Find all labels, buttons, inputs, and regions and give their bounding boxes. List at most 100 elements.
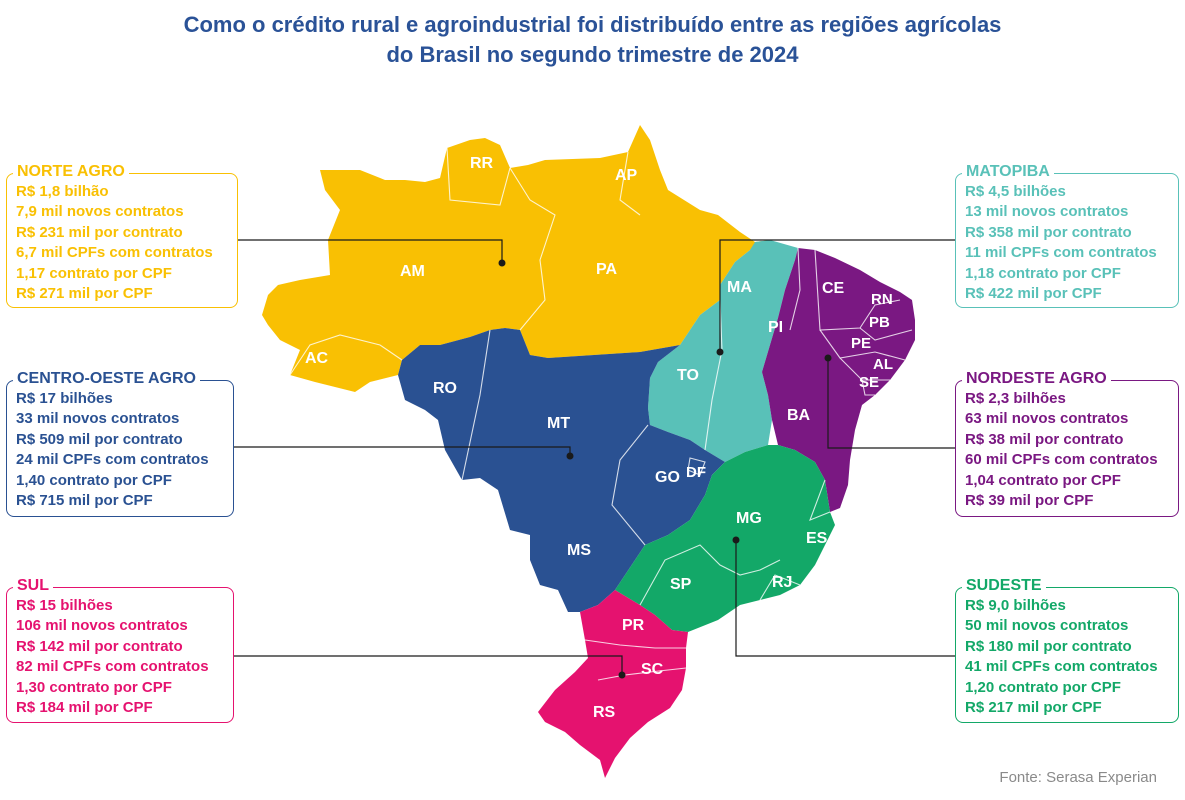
sul-contracts-per-cpf: 1,30 contrato por CPF bbox=[16, 678, 172, 696]
state-label-rj: RJ bbox=[772, 574, 792, 591]
state-label-se: SE bbox=[859, 374, 879, 391]
state-label-ap: AP bbox=[615, 167, 638, 184]
centro-oeste-per-contract: R$ 509 mil por contrato bbox=[16, 430, 183, 448]
state-label-pr: PR bbox=[622, 617, 645, 634]
sul-contracts: 106 mil novos contratos bbox=[16, 617, 188, 635]
dot-norte bbox=[498, 259, 506, 267]
state-label-ms: MS bbox=[567, 542, 591, 559]
sudeste-contracts-per-cpf: 1,20 contrato por CPF bbox=[965, 678, 1121, 696]
dot-matopiba bbox=[716, 348, 724, 356]
norte-per-contract: R$ 231 mil por contrato bbox=[16, 223, 183, 241]
centro-oeste-info-box: CENTRO-OESTE AGRO R$ 17 bilhões 33 mil n… bbox=[6, 368, 234, 517]
matopiba-title: MATOPIBA bbox=[962, 161, 1054, 183]
dot-sul bbox=[618, 671, 626, 679]
state-label-rs: RS bbox=[593, 704, 616, 721]
sul-per-contract: R$ 142 mil por contrato bbox=[16, 637, 183, 655]
sudeste-cpfs: 41 mil CPFs com contratos bbox=[965, 658, 1158, 676]
matopiba-per-contract: R$ 358 mil por contrato bbox=[965, 223, 1132, 241]
state-label-es: ES bbox=[806, 530, 828, 547]
title-line-2: do Brasil no segundo trimestre de 2024 bbox=[386, 42, 799, 67]
leader-norte bbox=[238, 239, 503, 263]
state-label-ro: RO bbox=[433, 380, 457, 397]
leader-matopiba bbox=[719, 239, 955, 352]
centro-oeste-contracts: 33 mil novos contratos bbox=[16, 410, 180, 428]
state-borders bbox=[289, 147, 913, 681]
matopiba-per-cpf: R$ 422 mil por CPF bbox=[965, 285, 1102, 303]
centro-oeste-cpfs: 24 mil CPFs com contratos bbox=[16, 451, 209, 469]
region-centro-oeste bbox=[398, 328, 725, 612]
region-nordeste bbox=[762, 248, 915, 512]
state-label-mg: MG bbox=[736, 510, 762, 527]
nordeste-cpfs: 60 mil CPFs com contratos bbox=[965, 451, 1158, 469]
state-label-df: DF bbox=[686, 464, 706, 481]
matopiba-value: R$ 4,5 bilhões bbox=[965, 183, 1066, 200]
norte-per-cpf: R$ 271 mil por CPF bbox=[16, 285, 153, 303]
leader-lines bbox=[234, 239, 955, 675]
state-label-rn: RN bbox=[871, 291, 893, 308]
nordeste-per-contract: R$ 38 mil por contrato bbox=[965, 430, 1124, 448]
nordeste-contracts: 63 mil novos contratos bbox=[965, 410, 1129, 428]
state-label-sp: SP bbox=[670, 576, 692, 593]
region-sul bbox=[538, 590, 688, 778]
centro-oeste-value: R$ 17 bilhões bbox=[16, 390, 113, 407]
sudeste-contracts: 50 mil novos contratos bbox=[965, 617, 1129, 635]
state-label-ba: BA bbox=[787, 407, 811, 424]
sudeste-value: R$ 9,0 bilhões bbox=[965, 597, 1066, 614]
state-label-pb: PB bbox=[869, 314, 890, 331]
title-line-1: Como o crédito rural e agroindustrial fo… bbox=[183, 12, 1002, 37]
norte-cpfs: 6,7 mil CPFs com contratos bbox=[16, 244, 213, 262]
sudeste-per-cpf: R$ 217 mil por CPF bbox=[965, 699, 1102, 717]
state-label-pe: PE bbox=[851, 335, 871, 352]
dot-sudeste bbox=[732, 536, 740, 544]
state-label-pi: PI bbox=[768, 319, 783, 336]
region-norte bbox=[262, 125, 770, 392]
state-label-sc: SC bbox=[641, 661, 664, 678]
state-label-al: AL bbox=[873, 356, 893, 373]
sudeste-title: SUDESTE bbox=[962, 575, 1046, 597]
nordeste-contracts-per-cpf: 1,04 contrato por CPF bbox=[965, 471, 1121, 489]
centro-oeste-title: CENTRO-OESTE AGRO bbox=[13, 368, 200, 390]
nordeste-value: R$ 2,3 bilhões bbox=[965, 390, 1066, 407]
state-label-go: GO bbox=[655, 469, 680, 486]
state-label-ce: CE bbox=[822, 280, 845, 297]
state-label-pa: PA bbox=[596, 261, 617, 278]
leader-nordeste bbox=[827, 358, 955, 449]
leader-sul bbox=[234, 655, 623, 675]
centro-oeste-per-cpf: R$ 715 mil por CPF bbox=[16, 492, 153, 510]
source-note: Fonte: Serasa Experian bbox=[999, 769, 1157, 786]
norte-contracts: 7,9 mil novos contratos bbox=[16, 203, 184, 221]
state-label-ma: MA bbox=[727, 279, 752, 296]
state-labels: RR AP AM PA AC RO MT MA TO PI CE RN PB P… bbox=[305, 155, 893, 721]
matopiba-contracts-per-cpf: 1,18 contrato por CPF bbox=[965, 264, 1121, 282]
dot-nordeste bbox=[824, 354, 832, 362]
norte-info-box: NORTE AGRO R$ 1,8 bilhão 7,9 mil novos c… bbox=[6, 161, 238, 308]
state-label-rr: RR bbox=[470, 155, 494, 172]
matopiba-info-box: MATOPIBA R$ 4,5 bilhões 13 mil novos con… bbox=[955, 161, 1179, 308]
sudeste-per-contract: R$ 180 mil por contrato bbox=[965, 637, 1132, 655]
matopiba-contracts: 13 mil novos contratos bbox=[965, 203, 1129, 221]
state-label-to: TO bbox=[677, 367, 699, 384]
region-sudeste bbox=[615, 445, 835, 632]
norte-contracts-per-cpf: 1,17 contrato por CPF bbox=[16, 264, 172, 282]
centro-oeste-contracts-per-cpf: 1,40 contrato por CPF bbox=[16, 471, 172, 489]
chart-title: Como o crédito rural e agroindustrial fo… bbox=[0, 10, 1185, 70]
state-label-ac: AC bbox=[305, 350, 329, 367]
norte-title: NORTE AGRO bbox=[13, 161, 129, 183]
sul-value: R$ 15 bilhões bbox=[16, 597, 113, 614]
matopiba-cpfs: 11 mil CPFs com contratos bbox=[965, 244, 1157, 262]
norte-value: R$ 1,8 bilhão bbox=[16, 183, 109, 200]
nordeste-title: NORDESTE AGRO bbox=[962, 368, 1111, 390]
leader-dots bbox=[498, 259, 832, 679]
state-label-mt: MT bbox=[547, 415, 570, 432]
sul-title: SUL bbox=[13, 575, 53, 597]
dot-centro-oeste bbox=[566, 452, 574, 460]
sudeste-info-box: SUDESTE R$ 9,0 bilhões 50 mil novos cont… bbox=[955, 575, 1179, 723]
nordeste-per-cpf: R$ 39 mil por CPF bbox=[965, 492, 1094, 510]
sul-cpfs: 82 mil CPFs com contratos bbox=[16, 658, 209, 676]
sul-per-cpf: R$ 184 mil por CPF bbox=[16, 699, 153, 717]
nordeste-info-box: NORDESTE AGRO R$ 2,3 bilhões 63 mil novo… bbox=[955, 368, 1179, 517]
sul-info-box: SUL R$ 15 bilhões 106 mil novos contrato… bbox=[6, 575, 234, 723]
state-label-am: AM bbox=[400, 263, 425, 280]
leader-sudeste bbox=[735, 540, 955, 657]
